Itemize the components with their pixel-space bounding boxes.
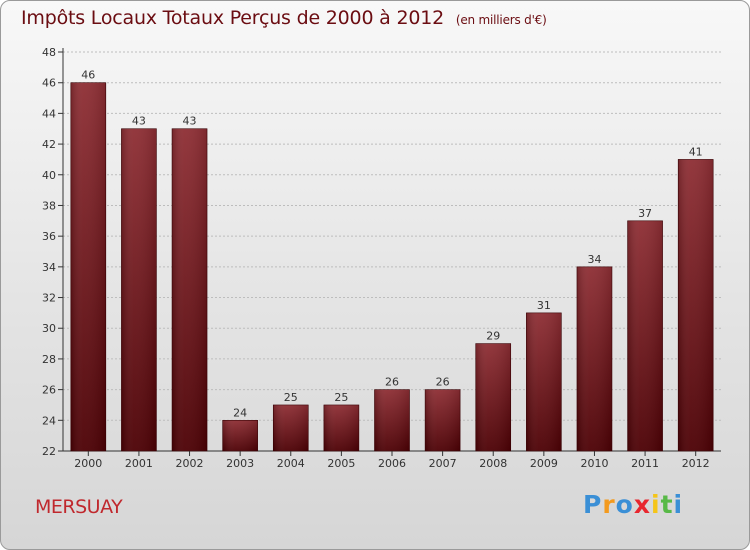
proxiti-logo: Proxiti (583, 490, 683, 519)
data-label: 43 (132, 115, 146, 128)
data-label: 31 (537, 299, 551, 312)
y-tick-label: 24 (42, 414, 56, 427)
x-tick-label: 2001 (125, 457, 153, 470)
y-tick-label: 26 (42, 384, 56, 397)
chart-title-unit: (en milliers d'€) (455, 13, 547, 27)
data-label: 43 (183, 115, 197, 128)
bar-shade (273, 404, 309, 451)
y-tick-label: 28 (42, 353, 56, 366)
logo-letter: i (673, 490, 684, 519)
data-label: 25 (334, 391, 348, 404)
x-tick-label: 2007 (429, 457, 457, 470)
bar-shade (121, 128, 157, 451)
logo-letter: t (660, 490, 674, 519)
y-tick-label: 42 (42, 138, 56, 151)
data-label: 29 (486, 330, 500, 343)
y-tick-label: 22 (42, 445, 56, 458)
bar-shade (425, 389, 461, 451)
data-label: 34 (587, 253, 601, 266)
bar-shade (374, 389, 410, 451)
data-label: 46 (81, 69, 95, 82)
data-label: 37 (638, 207, 652, 220)
bar-shade (627, 220, 663, 451)
x-tick-label: 2008 (479, 457, 507, 470)
data-label: 26 (436, 376, 450, 389)
logo-letter: r (602, 490, 616, 519)
x-tick-label: 2011 (631, 457, 659, 470)
logo-letter: x (633, 490, 651, 519)
y-tick-label: 38 (42, 199, 56, 212)
bar-shade (323, 404, 359, 451)
y-tick-label: 44 (42, 107, 56, 120)
y-tick-label: 36 (42, 230, 56, 243)
x-tick-label: 2005 (327, 457, 355, 470)
y-tick-label: 30 (42, 322, 56, 335)
bar-shade (526, 312, 562, 451)
x-tick-label: 2010 (580, 457, 608, 470)
data-label: 41 (689, 145, 703, 158)
x-tick-label: 2002 (176, 457, 204, 470)
chart-title: Impôts Locaux Totaux Perçus de 2000 à 20… (21, 7, 547, 29)
bar-shade (475, 343, 511, 451)
logo-letter: i (651, 490, 661, 519)
x-tick-label: 2004 (277, 457, 305, 470)
bar-shade (678, 159, 714, 451)
data-label: 25 (284, 391, 298, 404)
y-tick-label: 48 (42, 46, 56, 59)
y-tick-label: 40 (42, 169, 56, 182)
commune-name: MERSUAY (35, 496, 123, 518)
logo-letter: P (583, 490, 603, 519)
x-tick-label: 2012 (682, 457, 710, 470)
data-label: 24 (233, 406, 247, 419)
chart-title-main: Impôts Locaux Totaux Perçus de 2000 à 20… (21, 7, 445, 29)
bar-shade (172, 128, 208, 451)
y-tick-label: 34 (42, 261, 56, 274)
logo-letter: o (615, 490, 634, 519)
bar-shade (576, 266, 612, 451)
x-tick-label: 2000 (74, 457, 102, 470)
y-tick-label: 32 (42, 292, 56, 305)
y-tick-label: 46 (42, 77, 56, 90)
bar-shade (222, 420, 258, 451)
data-label: 26 (385, 376, 399, 389)
x-tick-label: 2009 (530, 457, 558, 470)
x-tick-label: 2006 (378, 457, 406, 470)
x-tick-label: 2003 (226, 457, 254, 470)
bar-shade (70, 82, 106, 451)
